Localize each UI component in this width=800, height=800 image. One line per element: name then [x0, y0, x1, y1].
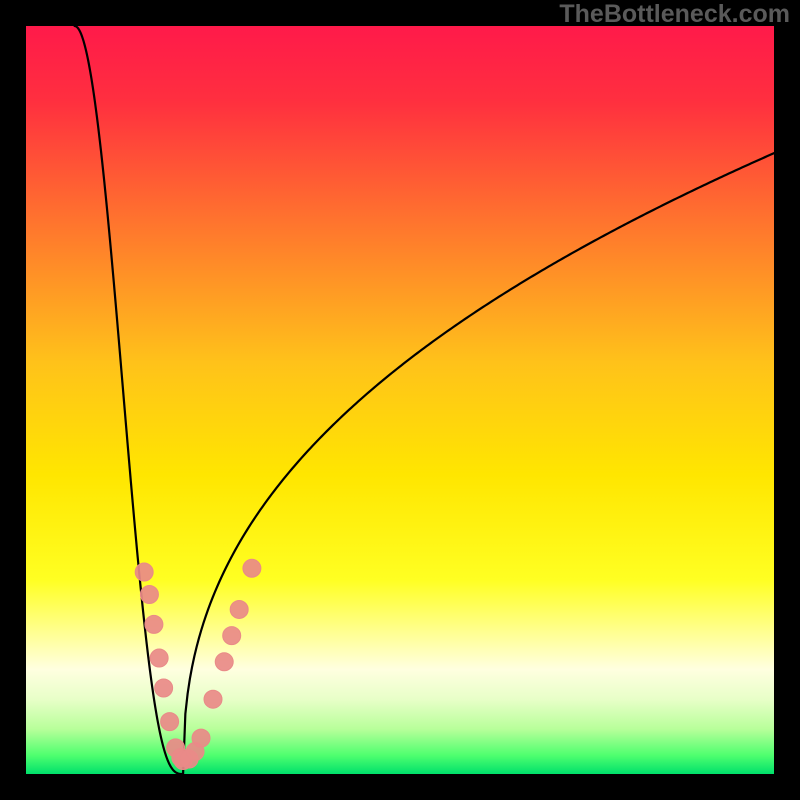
data-marker: [230, 600, 248, 618]
chart-frame: TheBottleneck.com: [0, 0, 800, 800]
data-marker: [243, 559, 261, 577]
data-marker: [135, 563, 153, 581]
data-marker: [155, 679, 173, 697]
data-marker: [150, 649, 168, 667]
data-marker: [223, 627, 241, 645]
chart-svg: [26, 26, 774, 774]
data-marker: [161, 713, 179, 731]
data-marker: [140, 585, 158, 603]
plot-area: [26, 26, 774, 774]
watermark-text: TheBottleneck.com: [559, 0, 790, 29]
data-marker: [145, 615, 163, 633]
marker-group: [135, 559, 261, 769]
bottleneck-curve: [75, 26, 774, 774]
data-marker: [215, 653, 233, 671]
data-marker: [192, 729, 210, 747]
data-marker: [204, 690, 222, 708]
